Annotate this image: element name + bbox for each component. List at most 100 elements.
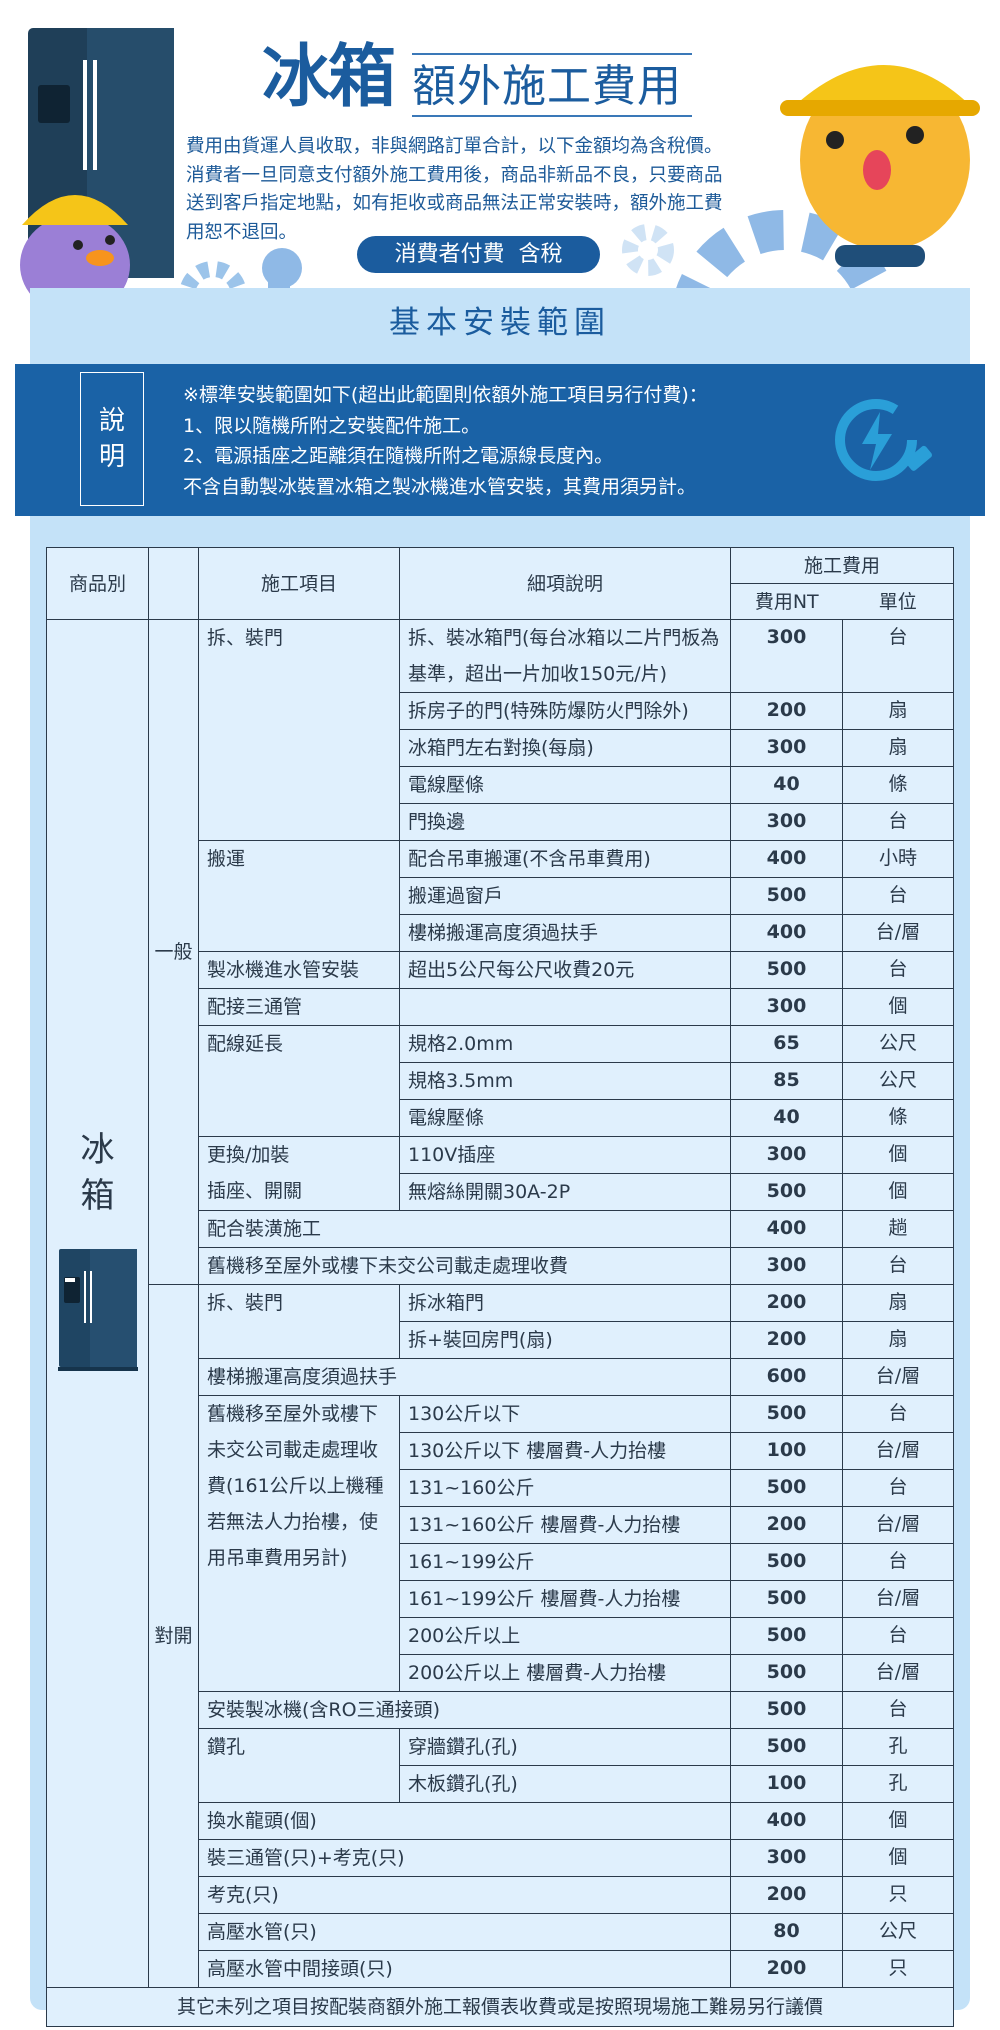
- item-cell: 舊機移至屋外或樓下未交公司載走處理收費: [198, 1247, 731, 1285]
- detail-cell: 131~160公斤 樓層費-人力抬樓: [399, 1506, 731, 1544]
- detail-cell: 樓梯搬運高度須過扶手: [399, 914, 731, 952]
- price-cell: 500: [730, 1728, 843, 1766]
- unit-cell: 台: [841, 1469, 955, 1507]
- unit-cell: 扇: [841, 692, 955, 730]
- price-cell: 200: [730, 1876, 843, 1914]
- detail-cell: 200公斤以上 樓層費-人力抬樓: [399, 1654, 731, 1692]
- table-row: 鑽孔 穿牆鑽孔(孔) 500 孔: [47, 1728, 955, 1803]
- intro-line: 費用由貨運人員收取，非與網路訂單合計，以下金額均為含稅價。: [186, 136, 723, 157]
- detail-cell: 門換邊: [399, 803, 731, 841]
- table-row: 電線壓條 40 條: [47, 766, 955, 804]
- notice-line: ※標準安裝範圍如下(超出此範圍則依額外施工項目另行付費)：: [183, 384, 708, 406]
- price-cell: 400: [730, 1802, 843, 1840]
- unit-cell: 個: [841, 1839, 955, 1877]
- notice-line: 不含自動製冰裝置冰箱之製冰機進水管安裝，其費用須另計。: [183, 475, 697, 498]
- intro-text: 費用由貨運人員收取，非與網路訂單合計，以下金額均為含稅價。 消費者一旦同意支付額…: [186, 133, 786, 247]
- unit-cell: 扇: [841, 729, 955, 767]
- unit-cell: 扇: [841, 1284, 955, 1322]
- item-cell: 配線延長: [198, 1025, 400, 1137]
- table-row: 161~199公斤 樓層費-人力抬樓 500 台/層: [47, 1580, 955, 1618]
- intro-line: 消費者一旦同意支付額外施工費用後，商品非新品不良，只要商品: [186, 164, 723, 186]
- price-cell: 600: [730, 1358, 843, 1396]
- item-cell: 製冰機進水管安裝: [198, 951, 400, 989]
- type-cell: 對開: [148, 1284, 199, 1988]
- table-row: 131~160公斤 樓層費-人力抬樓 200 台/層: [47, 1506, 955, 1544]
- table-row: 安裝製冰機(含RO三通接頭) 500 台: [47, 1691, 955, 1729]
- header-product: 商品別: [46, 547, 149, 620]
- unit-cell: 趟: [841, 1210, 955, 1248]
- unit-cell: 公尺: [841, 1062, 955, 1100]
- table-row: 冰箱 一般 拆、裝門 拆、裝冰箱門(每台冰箱以二片門板為基準，超出一片加收150元/片…: [46, 619, 955, 1988]
- unit-cell: 台: [841, 619, 955, 693]
- price-cell: 500: [730, 1543, 843, 1581]
- detail-cell: 規格3.5mm: [399, 1062, 731, 1100]
- price-cell: 500: [730, 1469, 843, 1507]
- table-row: 搬運過窗戶 500 台: [47, 877, 955, 915]
- detail-cell: 超出5公尺每公尺收費20元: [399, 951, 731, 989]
- unit-cell: 只: [841, 1876, 955, 1914]
- unit-cell: 台: [841, 1617, 955, 1655]
- header-unit: 單位: [842, 583, 955, 620]
- unit-cell: 孔: [841, 1765, 955, 1803]
- detail-cell: 穿牆鑽孔(孔): [399, 1728, 731, 1766]
- item-cell: 拆、裝門: [198, 1284, 400, 1359]
- table-row: 冰箱門左右對換(每扇) 300 扇: [47, 729, 955, 767]
- header-detail: 細項說明: [399, 547, 731, 620]
- price-cell: 200: [730, 1506, 843, 1544]
- product-cell: 冰箱: [46, 619, 149, 1988]
- footer-note: 其它未列之項目按配裝商額外施工報價表收費或是按照現場施工難易另行議價: [45, 1987, 955, 2027]
- notice-label-text: 說明: [99, 406, 126, 472]
- power-plug-icon: [835, 399, 932, 481]
- detail-cell: 冰箱門左右對換(每扇): [399, 729, 731, 767]
- item-cell: 搬運: [198, 840, 400, 952]
- unit-cell: 台: [841, 877, 955, 915]
- detail-cell: 搬運過窗戶: [399, 877, 731, 915]
- detail-cell: 200公斤以上: [399, 1617, 731, 1655]
- unit-cell: 台: [841, 803, 955, 841]
- price-cell: 500: [730, 1691, 843, 1729]
- title-divider: [412, 53, 692, 55]
- page-subtitle: 額外施工費用: [412, 61, 682, 112]
- price-cell: 400: [730, 840, 843, 878]
- detail-cell: 規格2.0mm: [399, 1025, 731, 1063]
- table-row: 裝三通管(只)+考克(只) 300 個: [47, 1839, 955, 1877]
- detail-cell: 電線壓條: [399, 766, 731, 804]
- price-cell: 300: [730, 803, 843, 841]
- header-fee: 施工費用: [729, 547, 955, 584]
- table-row: 對開 拆、裝門 拆冰箱門 200 扇: [47, 1284, 955, 1988]
- price-cell: 200: [730, 692, 843, 730]
- price-cell: 300: [730, 619, 843, 693]
- table-row: 拆+裝回房門(扇) 200 扇: [47, 1321, 955, 1359]
- price-cell: 500: [730, 877, 843, 915]
- type-cell: 一般: [148, 619, 199, 1285]
- table-row: 舊機移至屋外或樓下未交公司載走處理收費 300 台: [47, 1247, 955, 1285]
- consumer-pays-badge: 消費者付費 含稅: [357, 236, 600, 273]
- table-row: 161~199公斤 500 台: [47, 1543, 955, 1581]
- table-row: 高壓水管中間接頭(只) 200 只: [47, 1950, 955, 1988]
- item-cell: 考克(只): [198, 1876, 731, 1914]
- item-cell: 高壓水管(只): [198, 1913, 731, 1951]
- unit-cell: 只: [841, 1950, 955, 1988]
- price-cell: 100: [730, 1432, 843, 1470]
- price-table: 商品別 施工項目 細項說明 施工費用 費用NT 單位 冰箱 一般 拆、裝門 拆、裝冰箱…: [45, 547, 955, 2027]
- unit-cell: 孔: [841, 1728, 955, 1766]
- refrigerator-icon: [57, 1248, 138, 1371]
- unit-cell: 小時: [841, 840, 955, 878]
- unit-cell: 公尺: [841, 1913, 955, 1951]
- unit-cell: 扇: [841, 1321, 955, 1359]
- unit-cell: 台/層: [841, 1506, 955, 1544]
- detail-cell: 161~199公斤 樓層費-人力抬樓: [399, 1580, 731, 1618]
- item-cell: 安裝製冰機(含RO三通接頭): [198, 1691, 731, 1729]
- price-cell: 300: [730, 1136, 843, 1174]
- item-cell: 配合裝潢施工: [198, 1210, 731, 1248]
- unit-cell: 台: [841, 951, 955, 989]
- detail-cell: 110V插座: [399, 1136, 731, 1174]
- table-row: 200公斤以上 樓層費-人力抬樓 500 台/層: [47, 1654, 955, 1692]
- table-row: 配接三通管 300 個: [47, 988, 955, 1026]
- table-row: 配線延長 規格2.0mm 65 公尺: [47, 1025, 955, 1137]
- table-row: 製冰機進水管安裝 超出5公尺每公尺收費20元 500 台: [47, 951, 955, 989]
- price-cell: 500: [730, 1173, 843, 1211]
- table-row: 木板鑽孔(孔) 100 孔: [47, 1765, 955, 1803]
- detail-cell: 130公斤以下: [399, 1395, 731, 1433]
- unit-cell: 台: [841, 1247, 955, 1285]
